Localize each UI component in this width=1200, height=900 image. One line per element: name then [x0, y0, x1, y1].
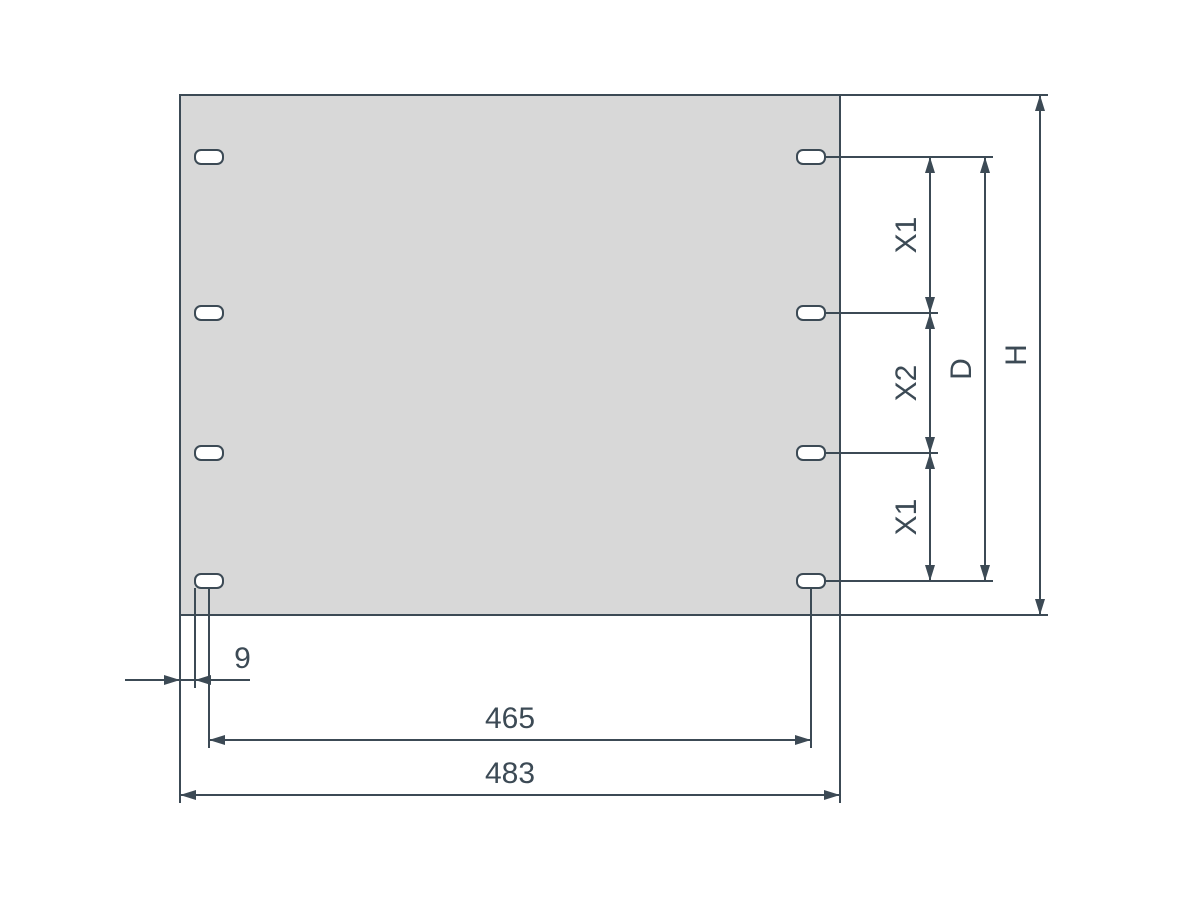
label-X1-top: X1 — [890, 217, 923, 254]
label-H: H — [1000, 344, 1033, 366]
mounting-slot — [195, 574, 223, 588]
mounting-slot — [797, 150, 825, 164]
label-X2: X2 — [890, 365, 923, 402]
mounting-slot — [797, 306, 825, 320]
mounting-slot — [195, 446, 223, 460]
mounting-slot — [195, 306, 223, 320]
label-483: 483 — [485, 757, 535, 790]
label-D: D — [945, 358, 978, 380]
label-X1-bot: X1 — [890, 499, 923, 536]
panel-body — [180, 95, 840, 615]
mounting-slot — [797, 446, 825, 460]
mounting-slot — [797, 574, 825, 588]
label-9: 9 — [234, 642, 251, 675]
label-465: 465 — [485, 702, 535, 735]
mounting-slot — [195, 150, 223, 164]
technical-drawing: 9 465 483 HD X1 X2 X1 — [0, 0, 1200, 900]
